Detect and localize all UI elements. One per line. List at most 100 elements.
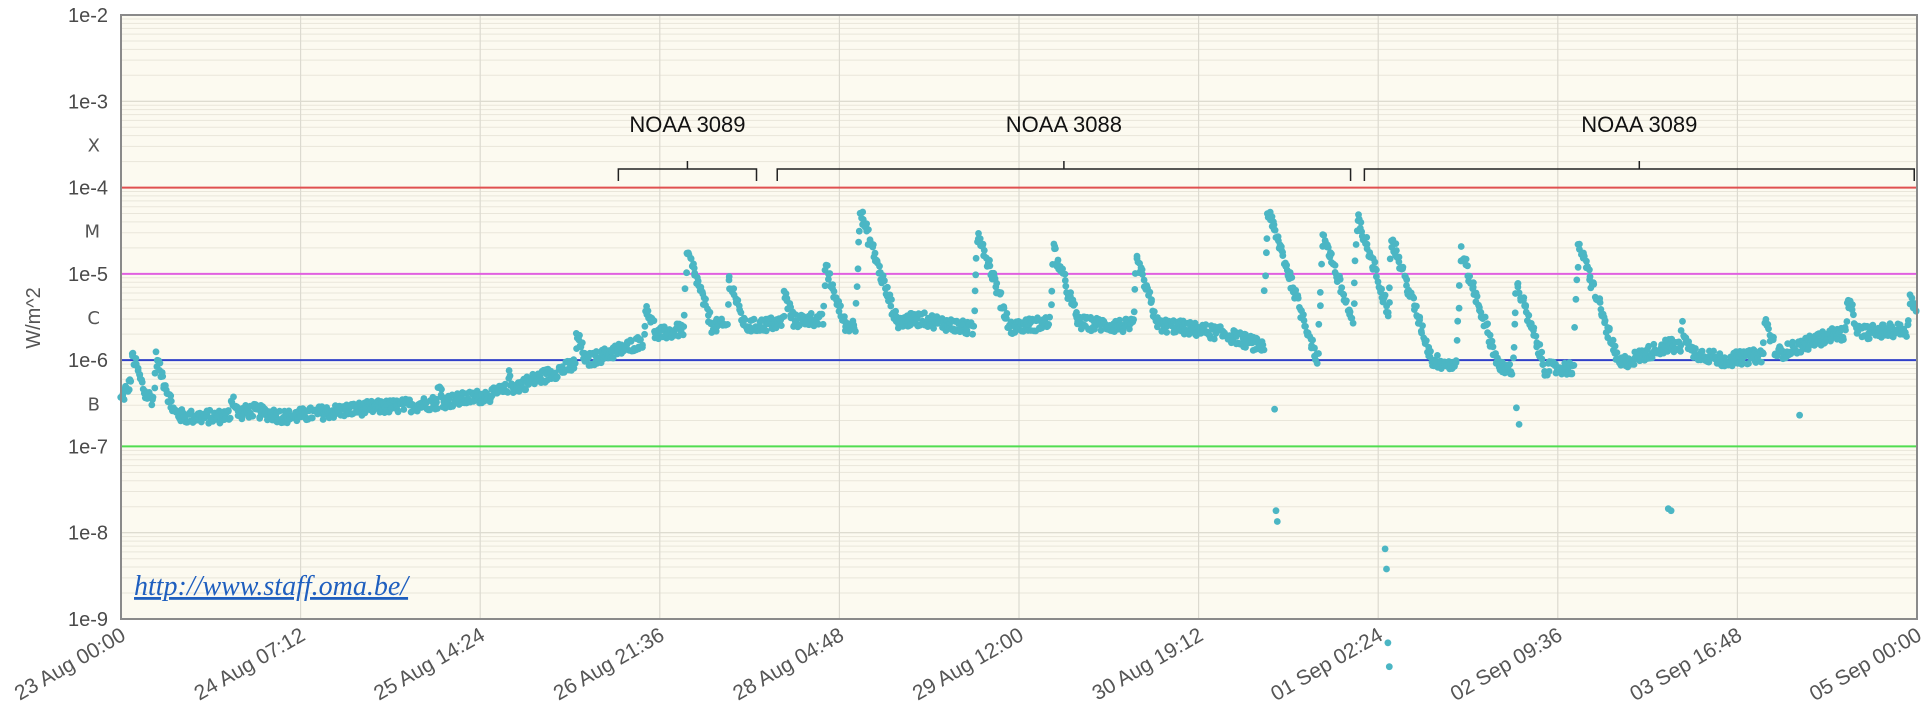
- flux-data-point: [1045, 321, 1053, 328]
- flux-data-point: [1572, 295, 1580, 303]
- x-tick-label: 26 Aug 21:36: [550, 623, 669, 705]
- flux-data-point: [971, 307, 979, 315]
- flux-outlier-point: [1271, 405, 1278, 413]
- flux-data-point: [1003, 315, 1010, 322]
- flux-data-point: [1270, 221, 1278, 229]
- flux-data-point: [725, 273, 733, 280]
- flux-data-point: [576, 331, 583, 339]
- flux-data-point: [976, 235, 984, 243]
- x-tick-label: 01 Sep 02:24: [1267, 623, 1387, 706]
- flare-class-label: X: [88, 135, 100, 156]
- flux-data-point: [1340, 291, 1348, 299]
- flux-data-point: [149, 393, 157, 401]
- flux-data-point: [683, 269, 690, 277]
- flux-data-point: [578, 339, 586, 347]
- flux-data-point: [1403, 276, 1411, 284]
- flux-data-point: [1126, 325, 1133, 333]
- flux-outlier-point: [1513, 404, 1520, 412]
- flux-data-point: [1163, 328, 1171, 336]
- flux-data-point: [553, 373, 561, 381]
- flux-data-point: [1515, 289, 1523, 297]
- flux-data-point: [319, 416, 327, 423]
- flux-data-point: [1348, 314, 1356, 322]
- flux-data-point: [1371, 258, 1379, 266]
- flux-data-point: [1260, 346, 1268, 354]
- flux-data-point: [641, 330, 648, 338]
- flux-data-point: [138, 378, 146, 386]
- flux-data-point: [1601, 317, 1609, 324]
- flux-outlier-point: [1381, 545, 1389, 553]
- flux-data-point: [1336, 275, 1344, 283]
- flux-data-point: [865, 226, 872, 234]
- flux-data-point: [1427, 347, 1434, 355]
- flux-data-point: [1119, 328, 1127, 336]
- flux-data-point: [679, 331, 687, 339]
- flux-data-point: [167, 392, 175, 400]
- flux-data-point: [1386, 299, 1393, 306]
- flux-data-point: [818, 310, 826, 318]
- x-tick-label: 02 Sep 09:36: [1447, 623, 1567, 705]
- flux-data-point: [1300, 311, 1307, 319]
- flux-data-point: [1393, 247, 1400, 254]
- flux-data-point: [1586, 273, 1594, 281]
- flux-data-point: [734, 296, 742, 304]
- flux-data-point: [1797, 348, 1805, 356]
- flux-data-point: [1324, 244, 1332, 251]
- flux-data-point: [592, 348, 600, 355]
- flux-data-point: [1317, 302, 1324, 310]
- flux-data-point: [837, 302, 844, 310]
- flux-data-point: [1300, 317, 1308, 324]
- flux-data-point: [1698, 347, 1706, 355]
- flux-data-point: [963, 327, 971, 334]
- flux-data-point: [1520, 294, 1528, 301]
- flux-data-point: [1399, 263, 1407, 271]
- flux-data-point: [986, 262, 994, 270]
- flux-data-point: [750, 315, 758, 323]
- flux-data-point: [1003, 310, 1011, 317]
- flux-data-point: [1253, 335, 1261, 343]
- flux-data-point: [980, 247, 988, 254]
- flux-data-point: [970, 322, 978, 330]
- flux-data-point: [650, 317, 658, 325]
- flux-data-point: [986, 256, 993, 264]
- flux-data-point: [522, 386, 529, 394]
- flux-data-point: [1849, 301, 1856, 308]
- flux-data-point: [639, 341, 646, 349]
- flux-data-point: [730, 285, 738, 292]
- flux-data-point: [400, 406, 408, 413]
- flux-data-point: [187, 407, 195, 415]
- x-tick-label: 30 Aug 19:12: [1088, 623, 1207, 705]
- flux-data-point: [1745, 360, 1752, 367]
- flux-data-point: [930, 325, 937, 332]
- flux-data-point: [1568, 369, 1576, 377]
- flux-data-point: [1759, 339, 1767, 347]
- flux-data-point: [1279, 252, 1287, 259]
- flux-outlier-point: [1667, 507, 1675, 515]
- flux-data-point: [873, 257, 881, 265]
- flux-data-point: [819, 320, 827, 328]
- x-tick-label: 24 Aug 07:12: [190, 623, 309, 705]
- flux-data-point: [1313, 359, 1321, 367]
- flux-data-point: [1645, 342, 1652, 350]
- flux-data-point: [1374, 278, 1382, 286]
- flare-class-label: M: [84, 222, 100, 243]
- flux-data-point: [1046, 313, 1053, 321]
- source-url-link[interactable]: http://www.staff.oma.be/: [134, 571, 410, 602]
- flux-data-point: [1202, 321, 1210, 329]
- region-bracket: [1363, 161, 1915, 181]
- flux-data-point: [1769, 336, 1777, 344]
- flux-data-point: [1316, 289, 1324, 296]
- flux-data-point: [780, 312, 788, 320]
- flux-data-point: [835, 307, 843, 315]
- flux-data-point: [276, 407, 283, 415]
- flux-data-point: [1140, 276, 1148, 284]
- flux-data-point: [249, 412, 257, 420]
- flux-data-point: [1576, 240, 1583, 248]
- flux-data-point: [167, 397, 175, 405]
- flux-data-point: [1506, 361, 1514, 368]
- region-label: NOAA 3088: [1006, 112, 1122, 137]
- flux-data-point: [876, 262, 883, 270]
- flux-data-point: [285, 407, 293, 415]
- x-tick-label: 28 Aug 04:48: [729, 623, 848, 705]
- flux-data-point: [1373, 273, 1380, 281]
